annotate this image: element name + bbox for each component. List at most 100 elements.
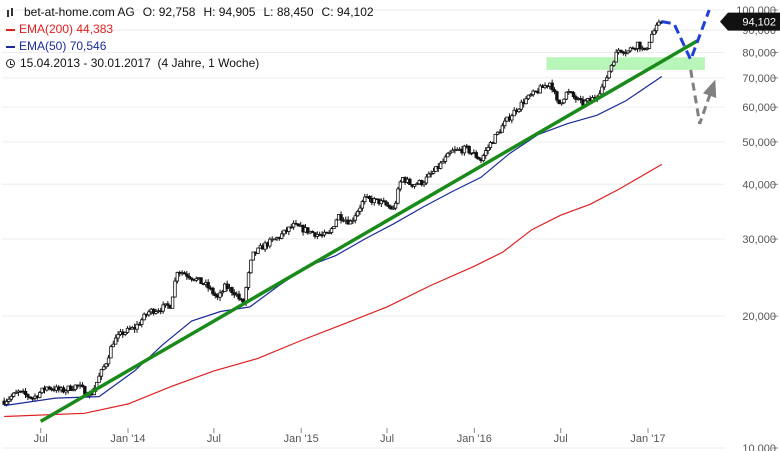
candle — [450, 147, 455, 153]
candle — [218, 289, 222, 302]
chart-legend: bet-at-home.com AG O: 92,758 H: 94,905 L… — [6, 4, 382, 72]
candle — [448, 150, 452, 156]
x-tick-label: Jul — [380, 433, 394, 445]
candle — [154, 308, 158, 315]
candle — [555, 90, 559, 103]
candle — [562, 98, 566, 105]
candle — [486, 144, 490, 155]
x-tick-label: Jul — [207, 433, 221, 445]
y-tick-label: 20,000 — [742, 311, 776, 323]
candle — [104, 363, 108, 369]
candle — [628, 46, 633, 53]
candle — [123, 331, 127, 337]
candle — [624, 49, 628, 57]
ema200-line — [4, 163, 663, 418]
candle — [282, 229, 286, 237]
candle — [363, 193, 367, 205]
candle — [329, 227, 334, 235]
ema50-label: EMA(50) — [19, 39, 67, 53]
candle — [353, 212, 357, 224]
candle — [173, 277, 177, 298]
candle — [484, 147, 488, 160]
x-tick-label: Jul — [34, 433, 48, 445]
candle — [306, 227, 310, 235]
candle — [372, 196, 376, 206]
candle — [102, 364, 106, 371]
candle — [415, 182, 419, 186]
candle — [427, 171, 431, 178]
candle — [619, 49, 623, 54]
candle — [476, 156, 481, 160]
candle — [559, 102, 564, 106]
candle — [237, 290, 241, 302]
candle — [296, 223, 301, 227]
candle — [334, 218, 338, 228]
ema200-legend: EMA(200) 44,383 — [6, 21, 382, 38]
candle — [360, 199, 365, 212]
last-price-value: 94,102 — [742, 17, 776, 29]
chart-grid — [2, 9, 725, 449]
candle — [7, 396, 11, 405]
candle — [517, 108, 521, 114]
ema50-swatch — [6, 45, 15, 48]
candle — [194, 276, 199, 283]
candle — [170, 296, 175, 309]
candle — [612, 60, 616, 67]
period-row: 15.04.2013 - 30.01.2017 (4 Jahre, 1 Woch… — [6, 55, 382, 72]
candle — [351, 217, 355, 224]
candle — [607, 70, 611, 79]
x-tick-label: Jul — [554, 433, 568, 445]
ema50-legend: EMA(50) 70,546 — [6, 38, 382, 55]
candle — [389, 204, 393, 210]
candle — [512, 107, 516, 117]
y-tick-label: 10,000 — [742, 443, 776, 451]
candle — [348, 219, 353, 225]
candlestick-series — [2, 19, 663, 407]
candle — [654, 22, 659, 34]
y-tick-label: 40,000 — [742, 179, 776, 191]
high-value: H: 94,905 — [203, 5, 256, 19]
candle — [166, 301, 170, 309]
candle — [645, 47, 649, 51]
candle — [650, 30, 654, 43]
candle — [481, 153, 486, 163]
candle — [396, 186, 400, 205]
candle — [106, 355, 111, 367]
y-tick-label: 60,000 — [742, 102, 776, 114]
candle — [80, 382, 85, 388]
period-range: 15.04.2013 - 30.01.2017 — [20, 56, 151, 70]
candle — [268, 237, 272, 249]
candle — [557, 99, 561, 105]
candle — [185, 270, 189, 281]
ema200-swatch — [6, 28, 15, 31]
candle — [11, 392, 16, 398]
resistance-zone — [546, 57, 705, 70]
candle — [626, 50, 630, 55]
x-tick-label: Jan '17 — [630, 433, 665, 445]
candle — [564, 91, 569, 101]
candle — [393, 200, 398, 211]
candle — [519, 99, 524, 112]
candle — [493, 133, 497, 144]
candle — [429, 170, 433, 178]
candle — [68, 384, 73, 392]
ema200-value: 44,383 — [76, 22, 114, 36]
ohlc-row: bet-at-home.com AG O: 92,758 H: 94,905 L… — [6, 4, 382, 21]
candle — [441, 158, 445, 164]
candle — [64, 389, 68, 396]
candle — [28, 396, 32, 400]
candle — [189, 277, 194, 282]
candle — [251, 251, 255, 261]
candle — [199, 277, 203, 284]
candle — [602, 80, 607, 90]
candle — [280, 230, 284, 240]
candle — [246, 271, 251, 291]
candle — [38, 391, 42, 399]
candle — [398, 179, 403, 192]
y-tick-label: 30,000 — [742, 234, 776, 246]
candle — [182, 271, 187, 275]
ema200-label: EMA(200) — [19, 22, 74, 36]
y-tick-label: 70,000 — [742, 73, 776, 85]
ema50-line — [4, 76, 663, 407]
